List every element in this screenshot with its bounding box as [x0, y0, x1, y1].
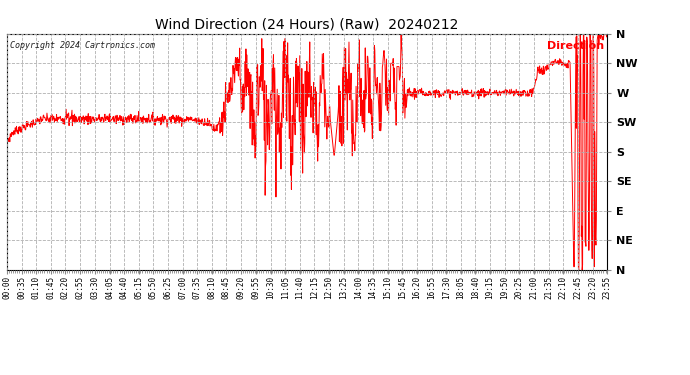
Text: Copyright 2024 Cartronics.com: Copyright 2024 Cartronics.com	[10, 41, 155, 50]
Text: Direction: Direction	[547, 41, 604, 51]
Title: Wind Direction (24 Hours) (Raw)  20240212: Wind Direction (24 Hours) (Raw) 20240212	[155, 17, 459, 31]
